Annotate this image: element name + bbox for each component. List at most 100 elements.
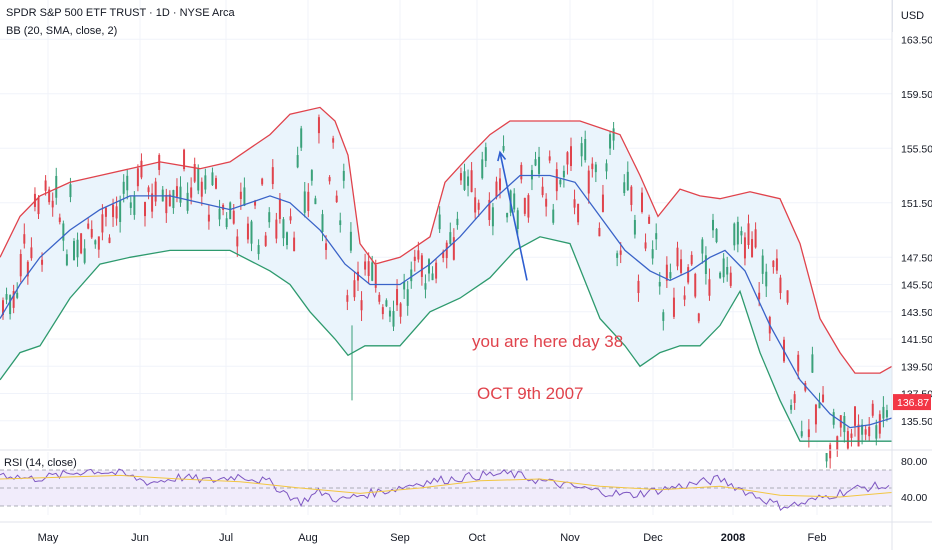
candle-body [140, 160, 143, 178]
annotation-day-label: you are here day 38 [472, 332, 623, 351]
x-tick-label: Feb [808, 532, 827, 544]
candle-body [58, 217, 61, 223]
x-tick-label: May [38, 532, 59, 544]
candle-body [644, 242, 647, 249]
candle-body [545, 198, 548, 207]
candle-body [687, 267, 690, 283]
candle-body [424, 283, 427, 290]
candle-body [672, 297, 675, 317]
x-tick-label: Dec [643, 532, 663, 544]
candle-body [44, 180, 47, 191]
candle-body [136, 168, 139, 187]
candle-body [65, 254, 68, 266]
candle-body [261, 178, 264, 185]
candle-body [165, 194, 168, 214]
candle-body [388, 310, 391, 317]
y-tick-label: 159.50 [901, 89, 932, 101]
candle-body [23, 234, 26, 244]
candle-body [697, 313, 700, 322]
candle-body [243, 187, 246, 206]
candle-body [484, 147, 487, 161]
candle-body [832, 412, 835, 425]
candle-body [598, 227, 601, 237]
x-tick-label: 2008 [721, 532, 745, 544]
rsi-tick-label: 40.00 [901, 492, 927, 504]
lower-band-line [0, 236, 892, 442]
candle-body [16, 292, 19, 298]
candle-body [239, 191, 242, 200]
candle-body [637, 280, 640, 293]
candle-body [310, 170, 313, 181]
upper-band-line [0, 106, 893, 374]
candle-body [104, 207, 107, 217]
candle-body [396, 289, 399, 306]
candle-body [119, 200, 122, 223]
candle-body [584, 139, 587, 161]
currency-selector[interactable]: USD [892, 0, 932, 32]
x-tick-label: Oct [468, 532, 485, 544]
candle-body [758, 292, 761, 300]
candle-body [193, 164, 196, 182]
candle-body [30, 247, 33, 259]
candle-body [449, 232, 452, 244]
candle-body [90, 228, 93, 238]
candle-body [328, 177, 331, 182]
y-tick-label: 147.50 [901, 252, 932, 264]
candle-body [882, 406, 885, 419]
candle-body [765, 271, 768, 287]
candle-body [268, 212, 271, 223]
candle-body [264, 235, 267, 246]
candle-body [779, 277, 782, 294]
candle-body [403, 281, 406, 290]
candle-body [275, 219, 278, 239]
candle-body [69, 184, 72, 198]
candle-body [367, 261, 370, 276]
candle-body [215, 178, 217, 189]
candle-body [37, 197, 40, 215]
candle-body [555, 169, 558, 192]
candle-body [797, 354, 800, 372]
candle-body [580, 143, 583, 157]
candle-body [836, 436, 839, 450]
candle-body [303, 191, 306, 213]
candle-body [381, 307, 384, 315]
candle-body [641, 192, 643, 212]
candle-body [850, 433, 853, 438]
candle-body [676, 247, 679, 267]
candle-body [488, 199, 491, 221]
y-tick-label: 139.50 [901, 361, 932, 373]
candle-body [743, 237, 746, 259]
candle-body [76, 239, 79, 258]
candle-body [527, 195, 530, 218]
x-tick-label: Jul [219, 532, 233, 544]
candle-body [314, 198, 317, 205]
candle-body [26, 261, 29, 277]
candle-body [854, 406, 856, 426]
candle-body [520, 164, 523, 180]
x-tick-label: Nov [560, 532, 580, 544]
x-tick-label: Jun [131, 532, 149, 544]
candle-body [658, 281, 661, 287]
candle-body [665, 264, 668, 281]
candle-body [822, 394, 825, 403]
rsi-ma-line [0, 474, 893, 498]
candle-body [523, 197, 526, 214]
candle-body [552, 209, 555, 223]
candle-body [538, 156, 541, 174]
candle-body [438, 214, 441, 230]
x-tick-label: Sep [390, 532, 410, 544]
x-tick-label: Aug [298, 532, 318, 544]
candle-body [587, 170, 590, 194]
candle-body [616, 253, 619, 258]
candle-body [577, 203, 580, 223]
candle-body [680, 259, 683, 273]
candle-body [594, 164, 597, 173]
candle-body [94, 240, 97, 245]
candle-body [101, 214, 104, 233]
candle-body [129, 202, 132, 208]
candle-body [807, 429, 810, 438]
candle-body [623, 182, 626, 194]
candle-body [332, 138, 335, 143]
candle-body [477, 202, 480, 210]
annotation-arrow [499, 152, 528, 281]
